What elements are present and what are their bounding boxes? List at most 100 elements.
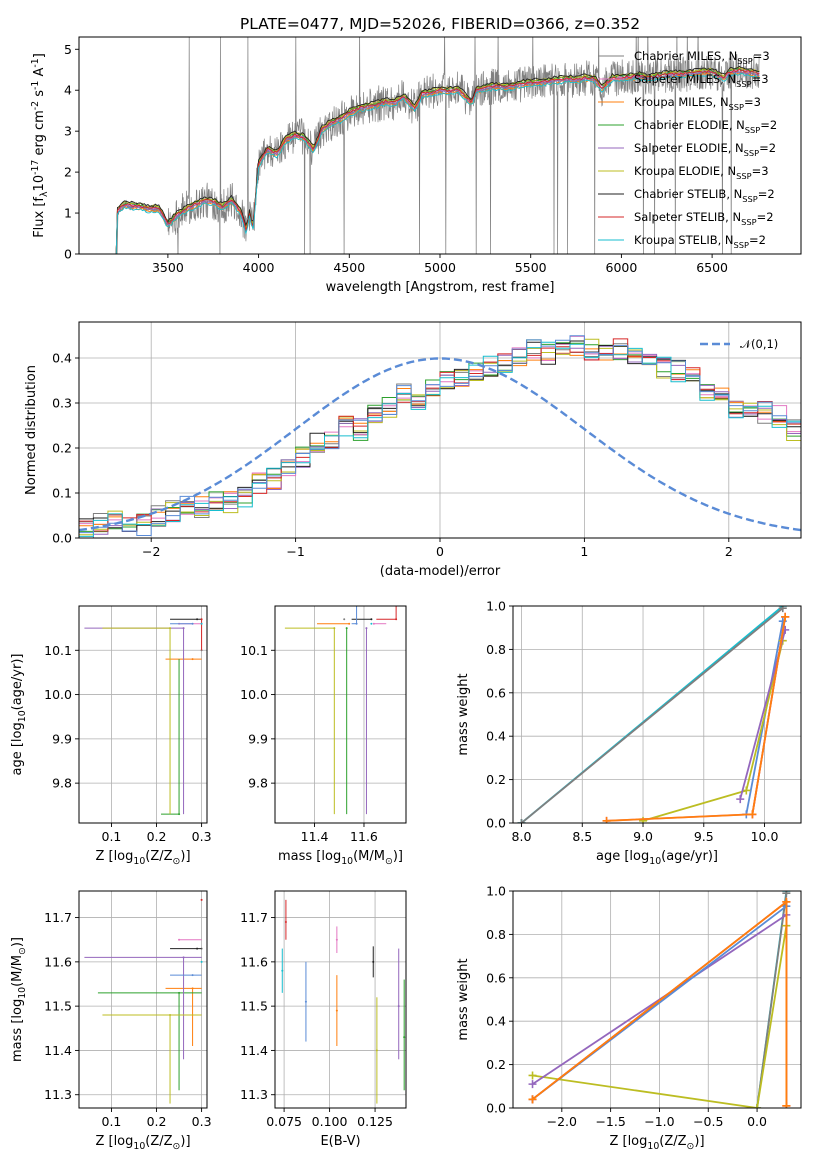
data-point	[333, 627, 336, 630]
residual-histogram-5	[79, 345, 801, 538]
x-axis-label: wavelength [Angstrom, rest frame]	[326, 280, 555, 295]
y-axis-label: mass weight	[456, 958, 471, 1040]
x-tick-label: 11.4	[301, 829, 329, 844]
x-axis-label: E(B-V)	[320, 1134, 360, 1149]
data-point	[345, 627, 348, 630]
y-tick-label: 11.5	[240, 999, 268, 1014]
y-tick-label: 9.8	[248, 776, 268, 791]
x-tick-label: 5500	[515, 260, 547, 275]
age-vs-mass-panel: 11.4 11.6 9.8 9.9 10.0 10.1 mass [log10(M/M⊙)]	[240, 605, 407, 867]
x-tick-label: −1.0	[644, 1114, 674, 1129]
data-point	[348, 622, 351, 625]
x-tick-label: 9.5	[694, 829, 714, 844]
data-point	[178, 938, 181, 941]
y-axis-label: Flux [fλ10-17 erg cm-2 s-1 A-1]	[30, 53, 50, 238]
x-tick-label: 4000	[243, 260, 275, 275]
plot-area	[517, 606, 790, 823]
residual-histogram-6	[79, 338, 801, 536]
x-tick-label: −0.5	[693, 1114, 723, 1129]
mass-weight-vs-metallicity-panel: −2.0 −1.5 −1.0 −0.5 0.0 0.0 0.2 0.4 0.6 0.8 1.0 Z […	[456, 884, 802, 1152]
data-point	[178, 991, 181, 994]
x-tick-label: −2	[142, 544, 160, 559]
x-tick-label: 10.0	[751, 829, 779, 844]
weight-marker	[782, 897, 791, 906]
y-axis-label: age [log10(age/yr)]	[10, 654, 28, 776]
y-tick-label: 1	[64, 206, 72, 221]
x-axis-label: Z [log10(Z/Z⊙)]	[609, 1134, 704, 1152]
y-tick-label: 3	[64, 124, 72, 139]
y-tick-label: 0.3	[52, 396, 72, 411]
y-tick-label: 0.4	[52, 351, 72, 366]
data-point	[370, 618, 373, 621]
legend-entry: Salpeter MILES, NSSP=3	[634, 72, 769, 89]
x-tick-label: 8.5	[572, 829, 592, 844]
y-tick-label: 0.0	[52, 531, 72, 546]
x-tick-label: 0	[436, 544, 444, 559]
axes-frame	[78, 36, 802, 255]
legend-entry: Chabrier STELIB, NSSP=2	[634, 187, 775, 204]
y-tick-label: 11.4	[44, 1043, 72, 1058]
x-tick-label: 0.075	[266, 1114, 302, 1129]
residual-histogram-9	[79, 341, 801, 537]
y-tick-label: 11.6	[44, 954, 72, 969]
data-point	[191, 987, 194, 990]
x-tick-label: 5000	[424, 260, 456, 275]
data-point	[365, 627, 368, 630]
weight-marker	[778, 617, 787, 626]
y-tick-label: 0.2	[486, 772, 506, 787]
data-point	[200, 618, 203, 621]
data-point	[372, 960, 375, 963]
y-tick-label: 9.8	[52, 776, 72, 791]
x-axis-label: mass [log10(M/M⊙)]	[278, 849, 403, 867]
plot-area	[84, 618, 203, 816]
y-tick-label: 0.0	[486, 816, 506, 831]
data-point	[196, 947, 199, 950]
axes-frame	[274, 890, 407, 1109]
x-axis-label: age [log10(age/yr)]	[596, 849, 718, 867]
data-point	[178, 813, 181, 816]
data-point	[372, 622, 375, 625]
weight-marker	[782, 1101, 791, 1108]
legend-entry: 𝒩(0,1)	[740, 337, 778, 351]
y-tick-label: 0.8	[486, 927, 506, 942]
weight-marker	[528, 1071, 537, 1080]
axes-frame	[78, 321, 802, 539]
model-spectrum-7	[115, 65, 760, 254]
legend-entry: Chabrier ELODIE, NSSP=2	[634, 118, 777, 135]
axes-frame	[274, 605, 407, 824]
weight-marker	[528, 1080, 537, 1089]
spectrum-panel: 3500 4000 4500 5000 5500 6000 6500 0 1 2 3 4 5 wavele…	[30, 15, 802, 295]
weight-marker	[781, 612, 790, 621]
model-spectrum-5	[115, 70, 760, 254]
data-point	[335, 938, 338, 941]
x-tick-label: 3500	[152, 260, 184, 275]
weight-marker	[517, 819, 526, 823]
model-spectrum-9	[115, 73, 760, 254]
y-tick-label: 10.1	[240, 643, 268, 658]
data-point	[281, 969, 284, 972]
y-tick-label: 11.5	[44, 999, 72, 1014]
x-tick-label: 2	[725, 544, 733, 559]
data-point	[200, 898, 203, 901]
y-tick-label: 0.4	[486, 1014, 506, 1029]
x-tick-label: 0.2	[147, 1114, 167, 1129]
x-tick-label: −2.0	[547, 1114, 577, 1129]
y-tick-label: 9.9	[248, 731, 268, 746]
weight-marker	[778, 606, 787, 613]
data-point	[335, 1009, 338, 1012]
model-spectrum-8	[115, 68, 760, 254]
x-tick-label: 6000	[606, 260, 638, 275]
x-axis-label: Z [log10(Z/Z⊙)]	[95, 849, 190, 867]
weight-marker	[602, 816, 611, 823]
weight-line-7	[606, 616, 787, 822]
data-point	[191, 658, 194, 661]
data-point	[169, 627, 172, 630]
x-tick-label: 4500	[333, 260, 365, 275]
x-tick-label: 9.0	[633, 829, 653, 844]
y-tick-label: 11.7	[44, 910, 72, 925]
weight-marker	[528, 1095, 537, 1104]
data-point	[370, 622, 373, 625]
weight-line-3	[532, 925, 788, 1108]
data-point	[191, 622, 194, 625]
